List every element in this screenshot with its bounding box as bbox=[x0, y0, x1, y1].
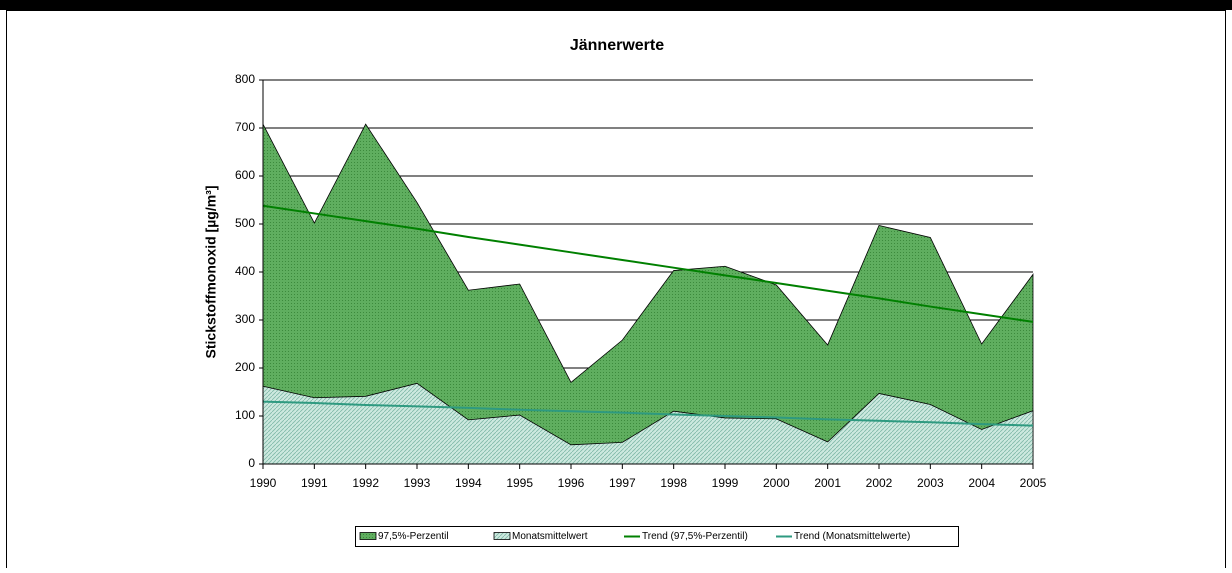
area bbox=[262, 123, 1034, 465]
trend-line bbox=[262, 400, 1034, 427]
chart-title: Jännerwerte bbox=[570, 37, 664, 54]
y-tick-label: 700 bbox=[235, 120, 255, 134]
y-tick-label: 800 bbox=[235, 72, 255, 86]
trend-line bbox=[262, 204, 1034, 323]
x-tick-label: 2004 bbox=[968, 476, 995, 490]
y-tick-label: 100 bbox=[235, 408, 255, 422]
x-tick-label: 1998 bbox=[660, 476, 687, 490]
x-tick-label: 1993 bbox=[404, 476, 431, 490]
y-tick-label: 600 bbox=[235, 168, 255, 182]
y-tick-label: 200 bbox=[235, 360, 255, 374]
x-tick-label: 1992 bbox=[352, 476, 379, 490]
x-tick-label: 1991 bbox=[301, 476, 328, 490]
x-tick-label: 1990 bbox=[250, 476, 277, 490]
legend-label: Monatsmittelwert bbox=[512, 531, 588, 542]
legend bbox=[355, 526, 959, 547]
legend-label: 97,5%-Perzentil bbox=[378, 531, 449, 542]
y-tick-label: 0 bbox=[248, 456, 255, 470]
x-tick-label: 1996 bbox=[558, 476, 585, 490]
y-tick-label: 400 bbox=[235, 264, 255, 278]
x-tick-label: 1995 bbox=[506, 476, 533, 490]
y-tick-label: 500 bbox=[235, 216, 255, 230]
x-tick-label: 2005 bbox=[1020, 476, 1047, 490]
x-tick-label: 1999 bbox=[712, 476, 739, 490]
legend-swatch bbox=[359, 532, 377, 540]
x-tick-label: 2000 bbox=[763, 476, 790, 490]
x-tick-label: 1997 bbox=[609, 476, 636, 490]
y-axis-label: Stickstoffmonoxid [µg/m³] bbox=[203, 186, 219, 359]
legend-swatch bbox=[493, 532, 511, 540]
x-tick-label: 2002 bbox=[866, 476, 893, 490]
area bbox=[262, 382, 1034, 465]
x-tick-label: 2003 bbox=[917, 476, 944, 490]
legend-label: Trend (Monatsmittelwerte) bbox=[794, 531, 910, 542]
y-tick-label: 300 bbox=[235, 312, 255, 326]
legend-label: Trend (97,5%-Perzentil) bbox=[642, 531, 748, 542]
top-bar bbox=[0, 0, 1232, 10]
x-tick-label: 2001 bbox=[814, 476, 841, 490]
x-tick-label: 1994 bbox=[455, 476, 482, 490]
